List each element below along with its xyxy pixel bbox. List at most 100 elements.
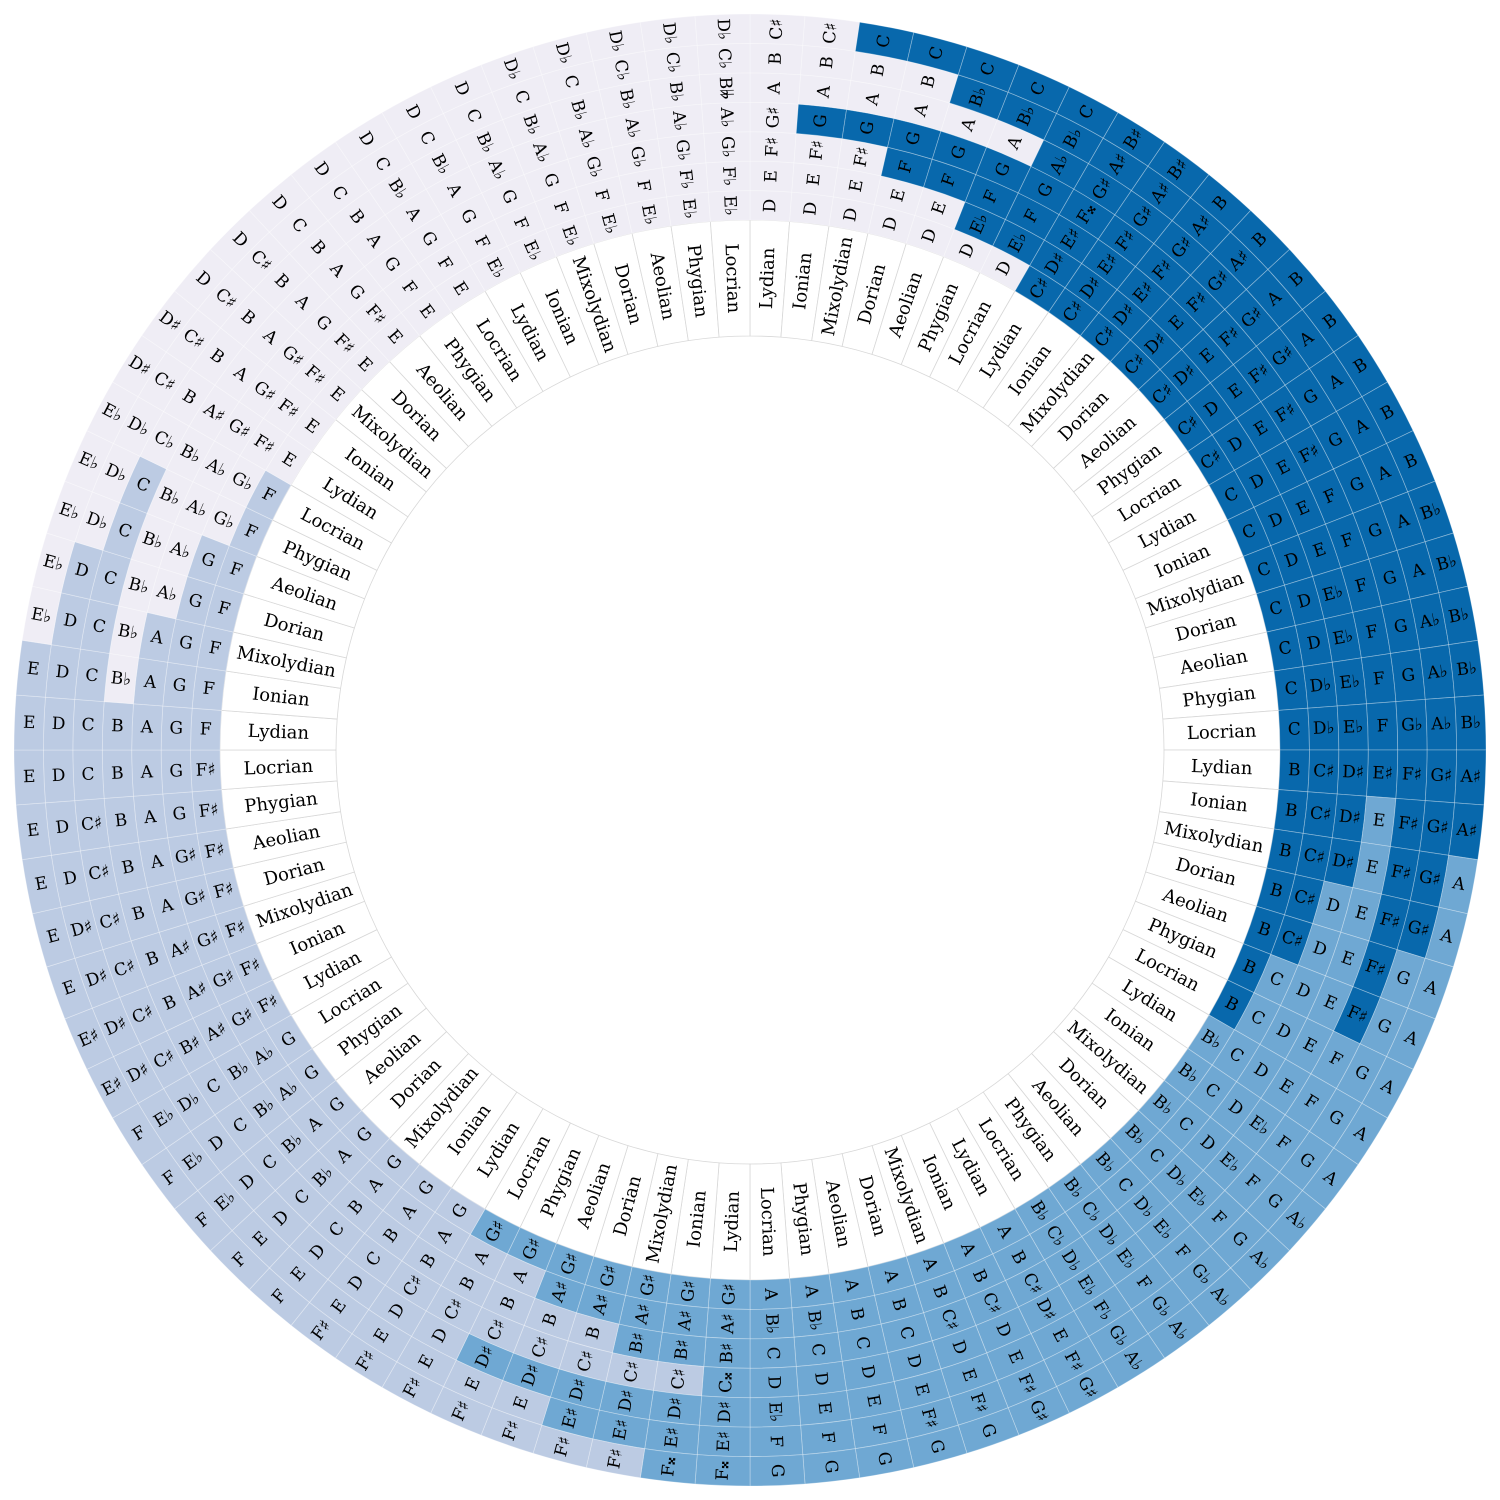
note-cell xyxy=(89,549,132,607)
note-cell xyxy=(158,923,203,977)
note-cell xyxy=(749,160,795,193)
note-cell xyxy=(797,1390,852,1426)
note-cell xyxy=(162,661,198,709)
note-cell xyxy=(312,1079,363,1132)
mode-cell xyxy=(709,219,751,338)
note-label: F xyxy=(895,159,917,176)
note-label: B xyxy=(120,857,136,879)
note-label: A xyxy=(760,1287,781,1302)
note-label: D♯ xyxy=(715,1401,736,1424)
note-cell xyxy=(1129,1129,1183,1183)
note-cell xyxy=(112,334,167,398)
note-label: C xyxy=(977,60,1000,79)
note-cell xyxy=(218,455,267,508)
note-label: E♯ xyxy=(661,1426,683,1449)
note-label: B♯ xyxy=(671,1338,693,1361)
note-label: A♭ xyxy=(668,109,690,132)
note-cell xyxy=(112,396,165,457)
note-cell xyxy=(468,1306,525,1354)
note-cell xyxy=(694,13,751,46)
note-cell xyxy=(141,1147,199,1210)
note-cell xyxy=(1419,644,1456,700)
note-cell xyxy=(469,1208,521,1255)
note-cell xyxy=(1386,430,1436,493)
note-cell xyxy=(592,1409,650,1450)
note-label: F xyxy=(817,1431,838,1445)
note-cell xyxy=(1390,648,1426,703)
note-cell xyxy=(60,541,104,600)
note-label: E xyxy=(804,172,825,187)
note-label: F♯ xyxy=(1402,764,1423,785)
note-label: A♯ xyxy=(1454,820,1478,842)
note-cell xyxy=(1230,209,1291,270)
note-cell xyxy=(339,1109,391,1161)
note-cell xyxy=(953,201,1007,247)
note-cell xyxy=(74,797,110,852)
note-cell xyxy=(639,1448,698,1485)
note-label: E♭ xyxy=(29,604,53,627)
note-cell xyxy=(837,1323,889,1362)
note-cell xyxy=(1149,296,1204,351)
note-cell xyxy=(1079,312,1132,363)
note-label: G♭ xyxy=(1401,715,1423,736)
note-label: D♯ xyxy=(1330,850,1355,874)
note-cell xyxy=(363,1209,419,1262)
note-label: C xyxy=(1277,638,1294,660)
note-cell xyxy=(196,625,234,672)
note-cell xyxy=(1242,545,1286,595)
note-cell xyxy=(512,1325,569,1370)
note-label: F xyxy=(632,178,654,194)
note-cell xyxy=(532,31,594,76)
note-label: A♯ xyxy=(675,1309,697,1333)
note-cell xyxy=(549,1368,607,1411)
note-cell xyxy=(400,1163,452,1213)
note-cell xyxy=(1226,506,1272,557)
note-label: D xyxy=(1282,549,1301,572)
note-cell xyxy=(900,60,959,104)
note-cell xyxy=(1270,534,1314,586)
note-cell xyxy=(1259,1004,1308,1060)
note-label: G xyxy=(977,1421,1000,1440)
note-label: A xyxy=(158,895,177,918)
note-cell xyxy=(1187,1014,1236,1066)
note-label: G xyxy=(169,718,183,738)
note-cell xyxy=(186,534,230,586)
note-cell xyxy=(264,1014,313,1066)
note-label: B xyxy=(143,948,161,971)
note-label: A♯ xyxy=(631,1302,655,1327)
note-label: A xyxy=(148,627,165,649)
note-cell xyxy=(368,1137,421,1188)
note-label: A xyxy=(139,762,154,783)
note-label: C xyxy=(762,1346,782,1360)
note-cell xyxy=(1438,854,1479,915)
note-cell xyxy=(1409,592,1450,650)
note-label: E♭ xyxy=(637,203,660,227)
note-label: B xyxy=(766,52,786,65)
note-label: G xyxy=(1366,520,1385,543)
note-cell xyxy=(434,264,486,313)
note-cell xyxy=(943,1226,994,1272)
note-cell xyxy=(1007,1386,1070,1436)
note-cell xyxy=(545,1242,595,1286)
note-cell xyxy=(455,1233,508,1282)
note-label: C xyxy=(1255,559,1274,582)
note-cell xyxy=(605,109,659,148)
note-cell xyxy=(1137,368,1188,421)
note-cell xyxy=(289,1098,341,1152)
note-cell xyxy=(238,363,291,419)
note-cell xyxy=(334,112,398,167)
note-cell xyxy=(262,382,314,436)
note-cell xyxy=(1333,455,1381,514)
note-cell xyxy=(138,837,177,889)
note-label: A♭ xyxy=(620,115,644,140)
note-label: C♯ xyxy=(87,861,112,885)
note-label: F xyxy=(1364,621,1380,643)
note-cell xyxy=(828,1266,875,1304)
note-label: A xyxy=(142,672,158,693)
note-cell xyxy=(1260,1058,1312,1116)
note-cell xyxy=(1073,1284,1133,1337)
note-label: F♯ xyxy=(604,1447,627,1470)
note-label: A xyxy=(765,81,786,96)
note-label: C♯ xyxy=(1302,845,1327,869)
